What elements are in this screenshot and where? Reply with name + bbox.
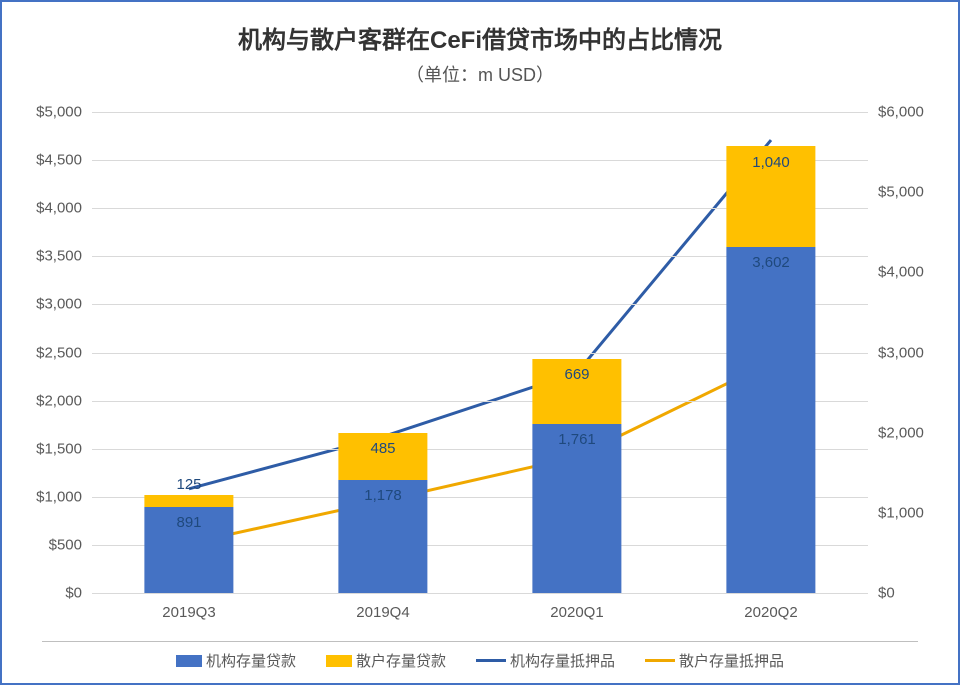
bar-stack: 1,178 485: [338, 112, 427, 593]
x-tick-label: 2019Q4: [286, 604, 480, 621]
y-right-tick-label: $2,000: [878, 424, 938, 441]
legend-item: 散户存量抵押品: [645, 650, 784, 671]
y-right-tick-label: $0: [878, 585, 938, 602]
bar-stack: 891 125: [144, 112, 233, 593]
legend-swatch-line: [476, 659, 506, 662]
bar-stack: 1,761 669: [532, 112, 621, 593]
legend-item: 散户存量贷款: [326, 650, 446, 671]
bar-value-label: 485: [338, 440, 427, 457]
bar-group: 1,178 485: [286, 112, 480, 593]
y-left-tick-label: $500: [22, 536, 82, 553]
bar-value-label: 1,040: [726, 154, 815, 171]
bar-stack: 3,602 1,040: [726, 112, 815, 593]
y-left-tick-label: $5,000: [22, 104, 82, 121]
chart-container: 机构与散户客群在CeFi借贷市场中的占比情况 （单位：m USD） $0$500…: [0, 0, 960, 685]
y-right-tick-label: $4,000: [878, 264, 938, 281]
y-right-tick-label: $5,000: [878, 184, 938, 201]
y-right-tick-label: $6,000: [878, 104, 938, 121]
y-left-tick-label: $0: [22, 585, 82, 602]
y-left-tick-label: $1,500: [22, 440, 82, 457]
legend-item: 机构存量贷款: [176, 650, 296, 671]
y-right-tick-label: $1,000: [878, 504, 938, 521]
chart-subtitle: （单位：m USD）: [2, 55, 958, 87]
y-left-tick-label: $2,500: [22, 344, 82, 361]
bar-segment: [144, 495, 233, 507]
bar-group: 891 125: [92, 112, 286, 593]
bar-group: 1,761 669: [480, 112, 674, 593]
chart-title: 机构与散户客群在CeFi借贷市场中的占比情况: [2, 2, 958, 55]
plot-area: $0$500$1,000$1,500$2,000$2,500$3,000$3,5…: [92, 112, 868, 593]
legend-swatch-box: [326, 655, 352, 667]
bar-value-label: 1,178: [338, 487, 427, 504]
x-tick-label: 2020Q1: [480, 604, 674, 621]
bar-segment: [532, 424, 621, 593]
y-left-tick-label: $3,500: [22, 248, 82, 265]
legend-label: 散户存量贷款: [356, 650, 446, 671]
legend-label: 散户存量抵押品: [679, 650, 784, 671]
y-right-tick-label: $3,000: [878, 344, 938, 361]
y-left-tick-label: $4,500: [22, 152, 82, 169]
bar-value-label: 669: [532, 366, 621, 383]
legend-swatch-box: [176, 655, 202, 667]
y-left-tick-label: $2,000: [22, 392, 82, 409]
bar-value-label: 1,761: [532, 431, 621, 448]
bar-group: 3,602 1,040: [674, 112, 868, 593]
legend-label: 机构存量贷款: [206, 650, 296, 671]
y-left-tick-label: $1,000: [22, 488, 82, 505]
x-tick-label: 2020Q2: [674, 604, 868, 621]
gridline: [92, 593, 868, 594]
legend-swatch-line: [645, 659, 675, 662]
bar-segment: [726, 247, 815, 594]
bar-value-label: 125: [144, 476, 233, 493]
bar-value-label: 3,602: [726, 254, 815, 271]
legend-label: 机构存量抵押品: [510, 650, 615, 671]
y-left-tick-label: $4,000: [22, 200, 82, 217]
bar-value-label: 891: [144, 514, 233, 531]
legend: 机构存量贷款 散户存量贷款 机构存量抵押品 散户存量抵押品: [42, 641, 918, 671]
x-tick-label: 2019Q3: [92, 604, 286, 621]
y-left-tick-label: $3,000: [22, 296, 82, 313]
legend-item: 机构存量抵押品: [476, 650, 615, 671]
